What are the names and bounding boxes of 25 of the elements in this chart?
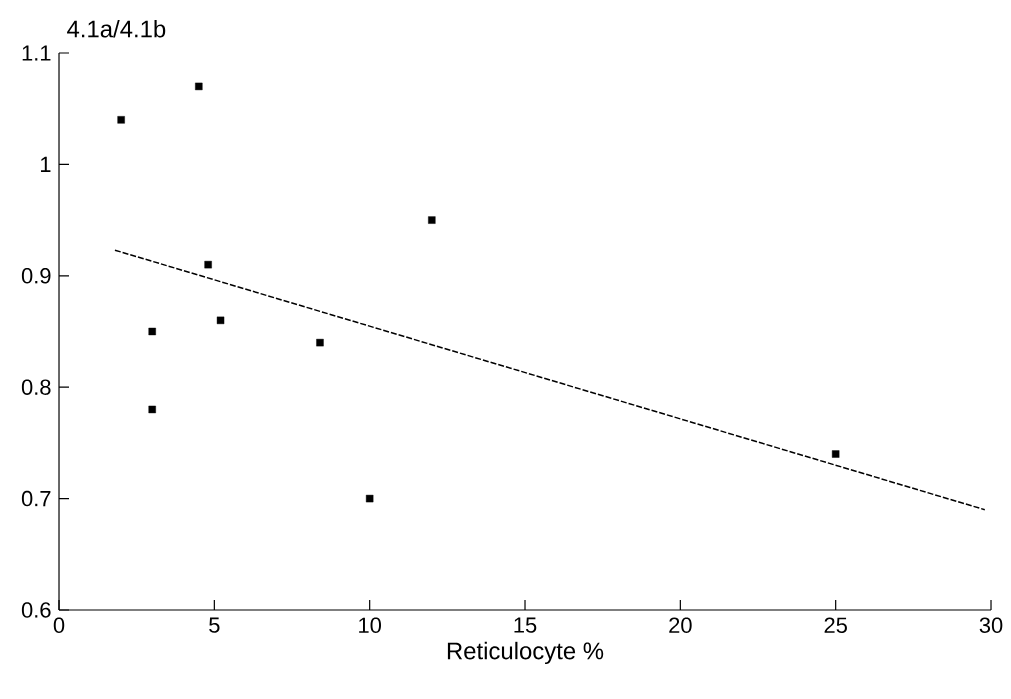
point [365, 494, 374, 503]
x-tick-label: 30 [979, 617, 1003, 634]
x-tick-label: 5 [209, 617, 220, 633]
y-tick-label: 1.1 [22, 45, 51, 61]
x-tick-label: 0 [53, 617, 65, 634]
x-tick-label: 10 [359, 617, 381, 634]
x-tick-label: 20 [669, 617, 692, 634]
point [195, 82, 203, 91]
point [148, 327, 156, 336]
x-axis-title: Reticulocyte % [447, 641, 604, 665]
y-axis-title: 4.1a/4.1b [67, 19, 166, 38]
point [428, 216, 436, 224]
point [148, 405, 156, 414]
x-tick-label: 15 [514, 617, 537, 633]
point [316, 338, 324, 347]
x-tick-label: 25 [824, 617, 847, 634]
y-tick-label: 0.8 [21, 379, 51, 395]
point [216, 316, 225, 325]
y-tick-label: 1 [40, 156, 51, 172]
y-tick-label: 0.7 [21, 490, 51, 507]
y-tick-label: 0.6 [21, 602, 51, 618]
y-tick-label: 0.9 [21, 268, 51, 284]
point [831, 450, 840, 458]
point [204, 260, 212, 269]
point [117, 116, 125, 124]
